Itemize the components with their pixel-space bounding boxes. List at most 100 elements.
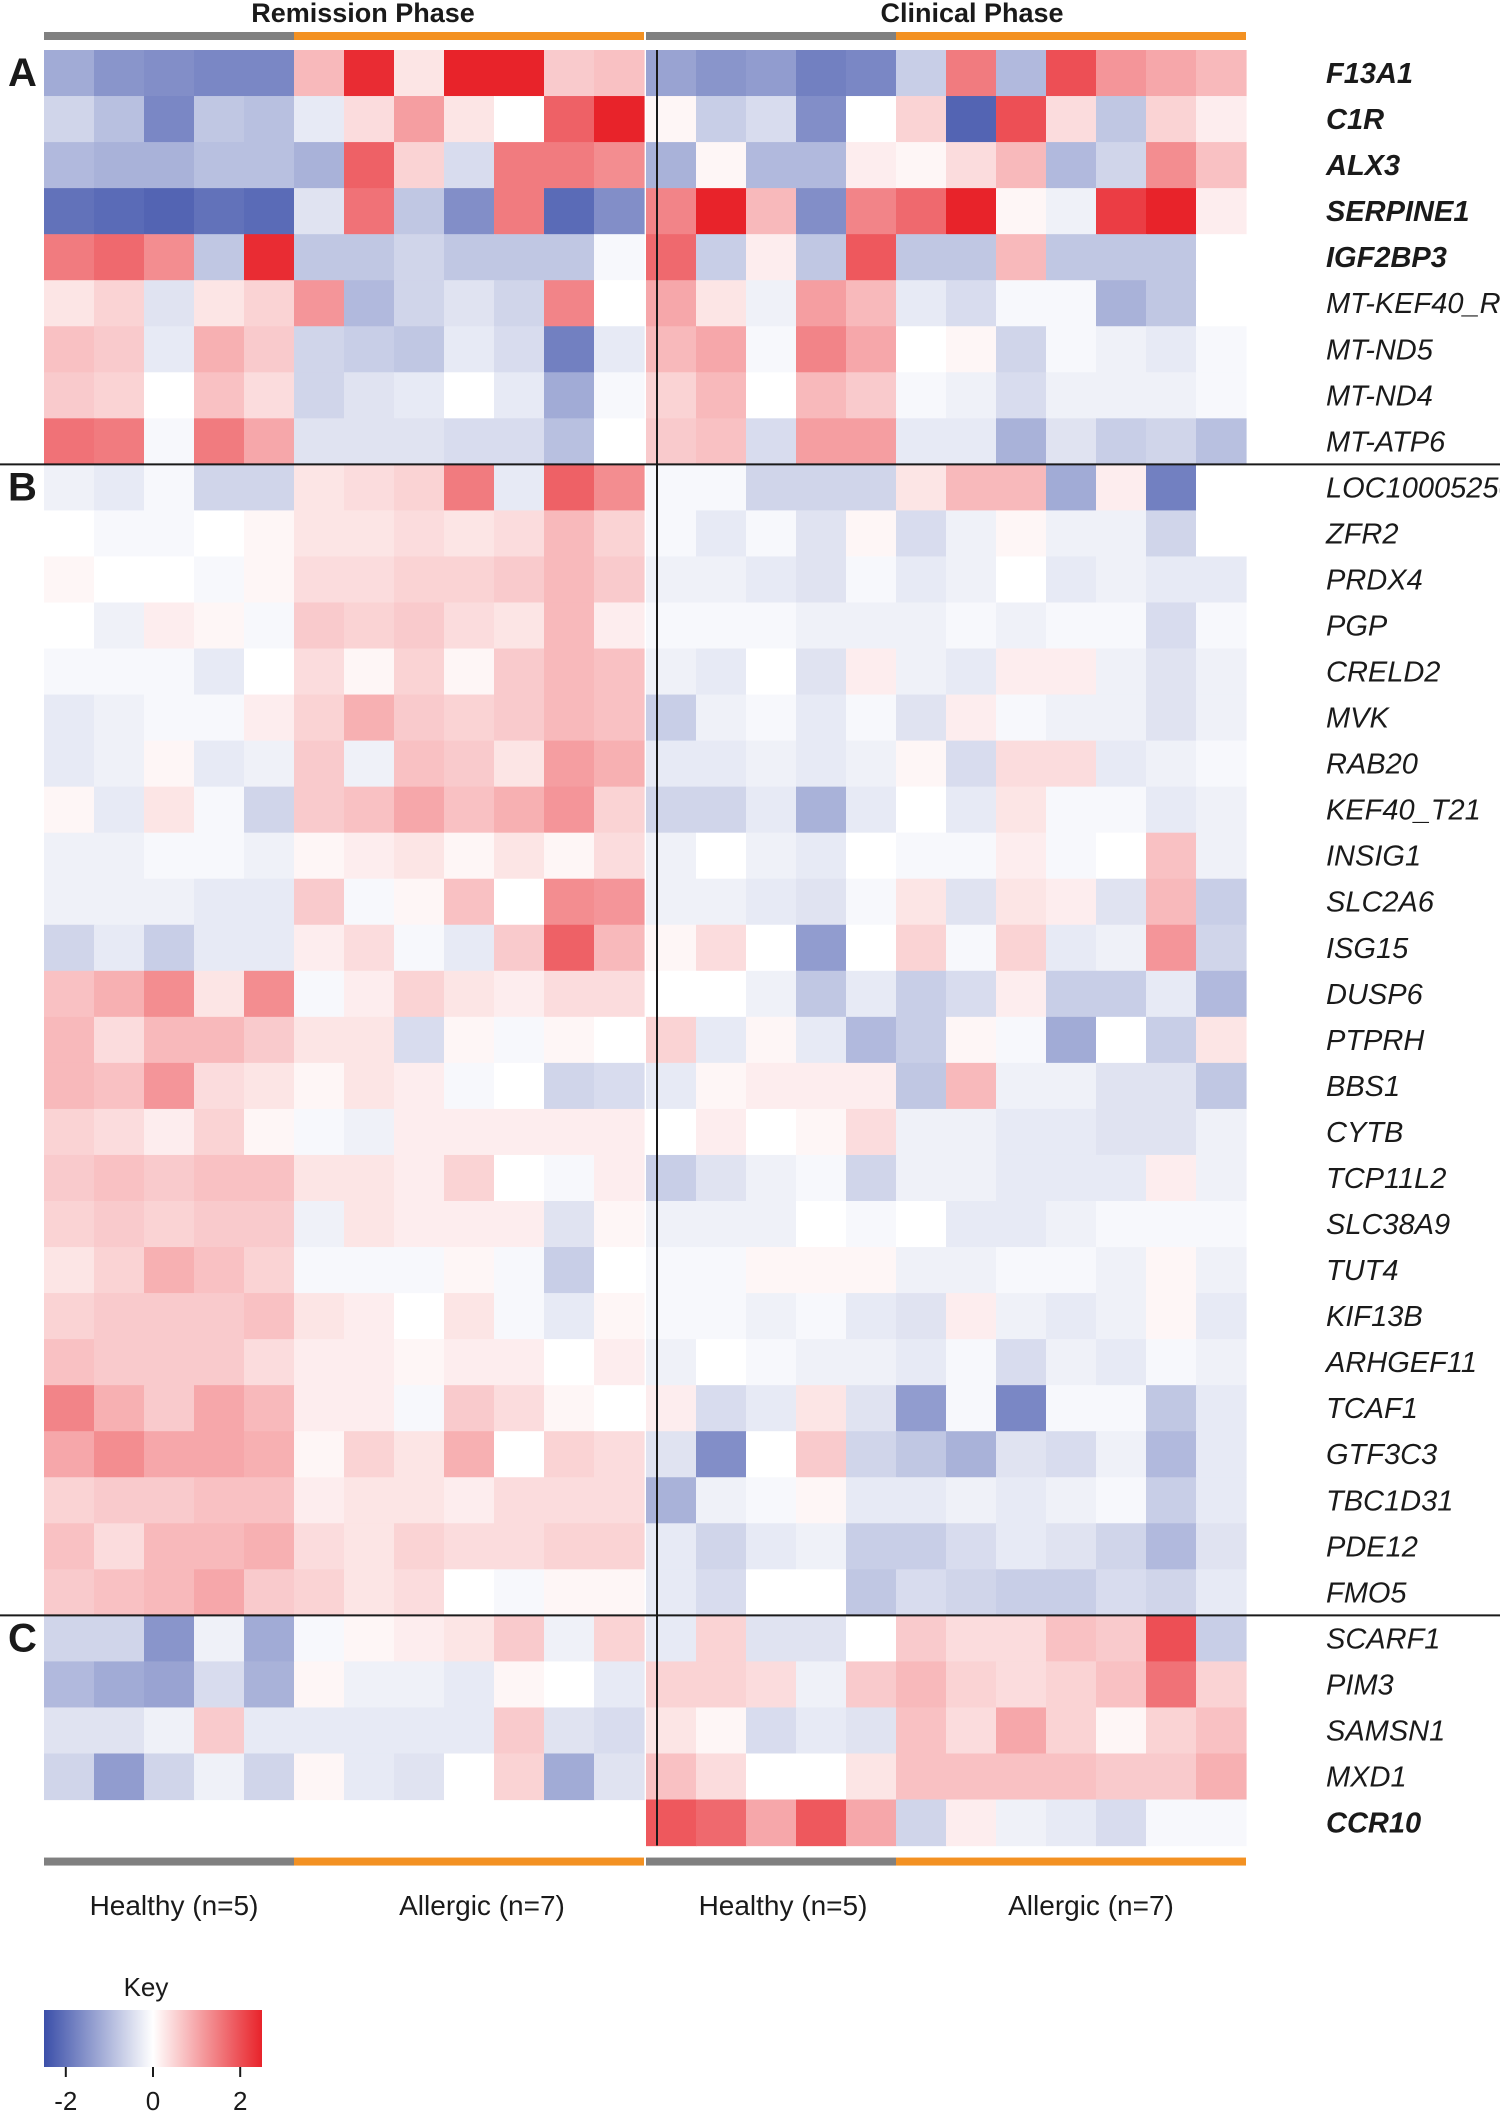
heatmap-cell: [194, 1661, 245, 1709]
heatmap-cell: [344, 1707, 395, 1755]
heatmap-cell: [1096, 1799, 1147, 1847]
heatmap-cell: [594, 326, 645, 373]
heatmap-cell: [846, 96, 897, 143]
heatmap-cell: [946, 188, 997, 235]
heatmap-cell: [394, 1016, 445, 1064]
heatmap-cell: [144, 832, 195, 880]
heatmap-cell: [946, 1799, 997, 1847]
heatmap-cell: [696, 1201, 747, 1248]
heatmap-cell: [294, 1247, 345, 1294]
heatmap-cell: [44, 1707, 95, 1755]
heatmap-cell: [594, 1707, 645, 1755]
heatmap-cell: [1146, 464, 1197, 511]
heatmap-cell: [144, 648, 195, 696]
heatmap-cell: [94, 1293, 145, 1340]
heatmap-cell: [996, 1615, 1047, 1662]
heatmap-cell: [94, 1247, 145, 1294]
heatmap-cell: [996, 234, 1047, 281]
heatmap-cell: [294, 1016, 345, 1064]
heatmap-cell: [846, 234, 897, 281]
heatmap-cell: [244, 970, 295, 1018]
heatmap-cell: [344, 1108, 395, 1156]
heatmap-cell: [896, 556, 947, 604]
heatmap-cell: [1196, 280, 1247, 327]
heatmap-cell: [1096, 1293, 1147, 1340]
heatmap-cell: [696, 786, 747, 834]
heatmap-cell: [194, 1569, 245, 1616]
heatmap-cell: [696, 924, 747, 972]
heatmap-cell: [1046, 1753, 1097, 1801]
heatmap-cell: [594, 1615, 645, 1662]
heatmap-cell: [1196, 1523, 1247, 1570]
heatmap-cell: [244, 648, 295, 696]
heatmap-cell: [594, 786, 645, 834]
heatmap-cell: [44, 1293, 95, 1340]
heatmap-cell: [996, 1661, 1047, 1709]
heatmap-cell: [594, 142, 645, 189]
heatmap-cell: [996, 1477, 1047, 1524]
heatmap-cell: [194, 1431, 245, 1478]
heatmap-cell: [544, 326, 595, 373]
heatmap-cell: [996, 694, 1047, 742]
heatmap-cell: [444, 188, 495, 235]
heatmap-cell: [1146, 786, 1197, 834]
gene-label: MT-ND5: [1326, 334, 1434, 366]
heatmap-cell: [244, 1016, 295, 1064]
heatmap-cell: [646, 694, 697, 742]
heatmap-cell: [746, 1016, 797, 1064]
heatmap-cell: [1046, 832, 1097, 880]
heatmap-cell: [294, 832, 345, 880]
heatmap-cell: [946, 234, 997, 281]
heatmap-cell: [494, 418, 545, 465]
heatmap-cell: [144, 1753, 195, 1801]
heatmap-cell: [44, 1062, 95, 1110]
heatmap-cell: [244, 924, 295, 972]
heatmap-cell: [946, 878, 997, 926]
heatmap-cell: [344, 1339, 395, 1386]
heatmap-cell: [1196, 188, 1247, 235]
heatmap-cell: [544, 556, 595, 604]
heatmap-cell: [94, 372, 145, 419]
heatmap-cell: [796, 188, 847, 235]
heatmap-cell: [94, 786, 145, 834]
heatmap-cell: [846, 970, 897, 1018]
heatmap-cell: [594, 1661, 645, 1709]
heatmap-cell: [594, 280, 645, 327]
heatmap-cell: [996, 1431, 1047, 1478]
heatmap-cell: [796, 510, 847, 558]
heatmap-cell: [846, 1339, 897, 1386]
heatmap-cell: [1046, 602, 1097, 650]
heatmap-cell: [1096, 188, 1147, 235]
heatmap-cell: [896, 1569, 947, 1616]
heatmap-cell: [144, 924, 195, 972]
heatmap-cell: [946, 1523, 997, 1570]
heatmap-cell: [1046, 648, 1097, 696]
heatmap-cell: [544, 1201, 595, 1248]
heatmap-cell: [594, 50, 645, 97]
heatmap-cell: [946, 464, 997, 511]
heatmap-cell: [896, 464, 947, 511]
heatmap-cell: [746, 418, 797, 465]
heatmap-cell: [696, 510, 747, 558]
heatmap-cell: [144, 740, 195, 788]
heatmap-cell: [846, 878, 897, 926]
phase-title-remission: Remission Phase: [251, 0, 475, 28]
heatmap-cell: [846, 694, 897, 742]
heatmap-cell: [244, 740, 295, 788]
heatmap-cell: [946, 648, 997, 696]
heatmap-cell: [746, 326, 797, 373]
color-key-gradient: [44, 2010, 262, 2067]
heatmap-cell: [1196, 1753, 1247, 1801]
heatmap-cell: [1096, 326, 1147, 373]
heatmap-cell: [94, 1016, 145, 1064]
heatmap-cell: [144, 188, 195, 235]
heatmap-cell: [1046, 96, 1097, 143]
heatmap-cell: [594, 1016, 645, 1064]
heatmap-cell: [344, 740, 395, 788]
heatmap-cell: [1046, 50, 1097, 97]
heatmap-cell: [1096, 1385, 1147, 1432]
heatmap-cell: [294, 1385, 345, 1432]
heatmap-cell: [846, 50, 897, 97]
heatmap-cell: [946, 1293, 997, 1340]
heatmap-cell: [444, 602, 495, 650]
